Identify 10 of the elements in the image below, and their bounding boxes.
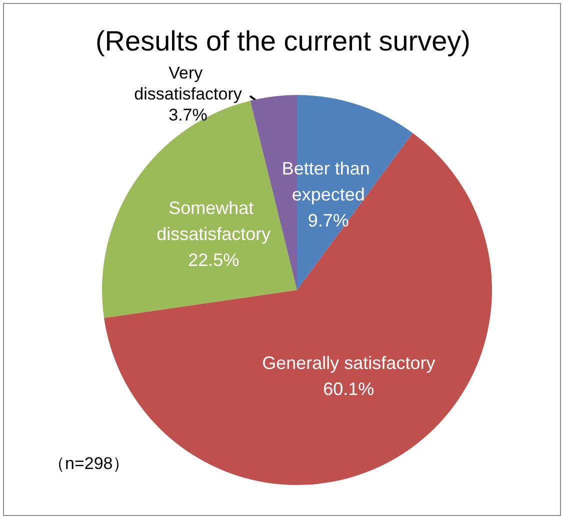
data-label: 60.1% — [323, 379, 374, 400]
data-label: 3.7% — [168, 106, 208, 124]
chart-title: (Results of the current survey) — [95, 26, 471, 56]
text: （n=298） — [48, 454, 130, 473]
slice-label: Very dissatisfactory — [134, 64, 242, 104]
slice-label: Generally satisfactory — [262, 353, 436, 374]
data-label: 9.7% — [308, 210, 349, 231]
data-label: 22.5% — [188, 250, 240, 270]
slice-label: Somewhat dissatisfactory — [156, 198, 271, 244]
slice-label: Better than expected — [282, 158, 375, 205]
